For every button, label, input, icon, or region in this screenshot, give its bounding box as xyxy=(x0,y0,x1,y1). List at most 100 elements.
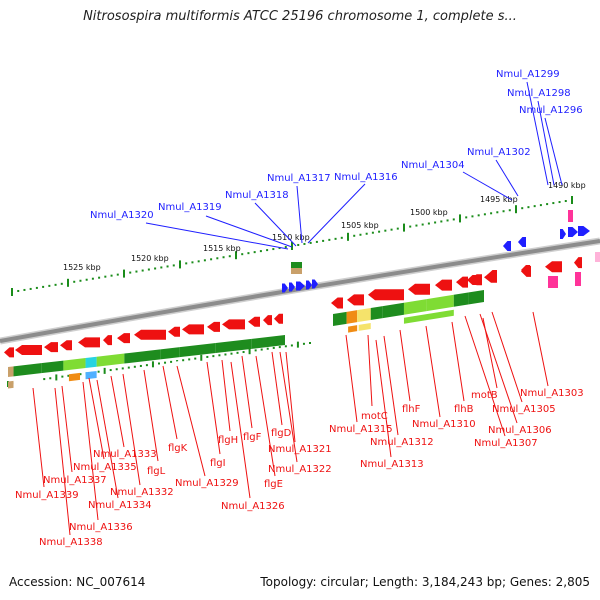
gene-label[interactable]: Nmul_A1298 xyxy=(507,88,571,99)
cog-row-segment xyxy=(85,370,97,380)
forward-gene-arrow[interactable] xyxy=(296,281,305,291)
scale-minor-tick xyxy=(378,230,381,233)
reverse-gene-arrow[interactable] xyxy=(134,329,166,340)
gene-label[interactable]: Nmul_A1316 xyxy=(334,172,398,183)
gene-label[interactable]: Nmul_A1320 xyxy=(90,210,154,221)
reverse-gene-arrow[interactable] xyxy=(263,315,272,326)
reverse-gene-arrow[interactable] xyxy=(331,297,343,309)
gene-label[interactable]: Nmul_A1335 xyxy=(73,462,137,473)
gene-label[interactable]: Nmul_A1321 xyxy=(268,444,332,455)
gene-label[interactable]: Nmul_A1302 xyxy=(467,147,531,158)
reverse-gene-arrow[interactable] xyxy=(44,342,58,353)
pink-gene-block[interactable] xyxy=(575,272,581,286)
scale-label: 1505 kbp xyxy=(341,221,379,230)
forward-gene-arrow[interactable] xyxy=(503,241,511,251)
cog-row-segment xyxy=(41,360,64,374)
reverse-gene-arrow[interactable] xyxy=(168,326,180,337)
gene-label[interactable]: Nmul_A1315 xyxy=(329,424,393,435)
cog-row-segment xyxy=(160,347,180,360)
gene-label[interactable]: Nmul_A1334 xyxy=(88,500,152,511)
reverse-gene-arrow[interactable] xyxy=(368,289,404,301)
reverse-gene-arrow[interactable] xyxy=(78,337,100,348)
reverse-gene-arrow[interactable] xyxy=(117,333,130,344)
gene-label[interactable]: Nmul_A1322 xyxy=(268,464,332,475)
reverse-gene-arrow[interactable] xyxy=(60,340,72,351)
forward-gene-arrow[interactable] xyxy=(578,226,590,236)
scale-minor-tick xyxy=(109,369,112,372)
scale-minor-tick xyxy=(409,225,412,228)
pink-gene-block[interactable] xyxy=(568,210,573,222)
reverse-gene-arrow[interactable] xyxy=(487,270,497,280)
forward-gene-arrow[interactable] xyxy=(568,227,578,237)
gene-label[interactable]: motC xyxy=(361,411,388,422)
gene-label[interactable]: Nmul_A1336 xyxy=(69,522,133,533)
gene-label[interactable]: Nmul_A1338 xyxy=(39,537,103,548)
forward-gene-arrow[interactable] xyxy=(289,282,295,292)
scale-minor-tick xyxy=(176,360,179,363)
reverse-gene-arrow[interactable] xyxy=(574,257,582,269)
forward-gene-arrow[interactable] xyxy=(312,279,318,289)
gene-label[interactable]: Nmul_A1332 xyxy=(110,487,174,498)
reverse-gene-arrow[interactable] xyxy=(207,321,220,332)
reverse-gene-arrow[interactable] xyxy=(435,279,452,291)
gene-label[interactable]: Nmul_A1299 xyxy=(496,69,560,80)
cog-row-segment xyxy=(68,372,81,382)
scale-minor-tick xyxy=(42,285,45,288)
reverse-gene-arrow[interactable] xyxy=(521,265,530,275)
forward-gene-arrow[interactable] xyxy=(282,283,288,293)
gene-label[interactable]: Nmul_A1317 xyxy=(267,173,331,184)
gene-label[interactable]: Nmul_A1333 xyxy=(93,449,157,460)
gene-label[interactable]: Nmul_A1326 xyxy=(221,501,285,512)
reverse-gene-arrow[interactable] xyxy=(408,283,430,295)
gene-label[interactable]: Nmul_A1339 xyxy=(15,490,79,501)
leader-line xyxy=(32,387,45,488)
reverse-gene-arrow[interactable] xyxy=(545,261,562,273)
cog-row-segment xyxy=(426,294,454,312)
reverse-gene-arrow[interactable] xyxy=(4,347,14,358)
scale-minor-tick xyxy=(527,206,530,209)
gene-label[interactable]: Nmul_A1304 xyxy=(401,160,465,171)
gene-label[interactable]: Nmul_A1310 xyxy=(412,419,476,430)
reverse-gene-arrow[interactable] xyxy=(103,335,112,346)
gene-label[interactable]: flgI xyxy=(210,458,226,469)
gene-label[interactable]: Nmul_A1306 xyxy=(488,425,552,436)
gene-label[interactable]: flgD xyxy=(271,428,292,439)
gene-label[interactable]: Nmul_A1307 xyxy=(474,438,538,449)
pink-gene-block[interactable] xyxy=(595,252,600,262)
leader-line xyxy=(271,351,283,426)
gene-label[interactable]: flgL xyxy=(147,466,166,477)
gene-label[interactable]: flgE xyxy=(264,479,283,490)
reverse-gene-arrow[interactable] xyxy=(347,294,364,306)
gene-label[interactable]: Nmul_A1329 xyxy=(175,478,239,489)
pink-gene-block[interactable] xyxy=(548,276,558,288)
gene-label[interactable]: Nmul_A1305 xyxy=(492,404,556,415)
gene-label[interactable]: flhB xyxy=(454,404,474,415)
scale-minor-tick xyxy=(98,276,101,279)
reverse-gene-arrow[interactable] xyxy=(15,344,42,355)
gene-label[interactable]: Nmul_A1312 xyxy=(370,437,434,448)
gene-label[interactable]: flhF xyxy=(402,404,421,415)
gene-label[interactable]: Nmul_A1296 xyxy=(519,105,583,116)
reverse-gene-arrow[interactable] xyxy=(456,276,468,288)
forward-gene-arrow[interactable] xyxy=(560,229,566,239)
gene-label[interactable]: Nmul_A1319 xyxy=(158,202,222,213)
gene-label[interactable]: Nmul_A1318 xyxy=(225,190,289,201)
reverse-gene-arrow[interactable] xyxy=(182,324,204,335)
reverse-gene-arrow[interactable] xyxy=(467,275,477,285)
forward-gene-arrow[interactable] xyxy=(518,237,526,247)
scale-minor-tick xyxy=(79,373,82,376)
reverse-gene-arrow[interactable] xyxy=(274,313,283,324)
gene-label[interactable]: Nmul_A1337 xyxy=(43,475,107,486)
reverse-gene-arrow[interactable] xyxy=(248,316,260,327)
gene-label[interactable]: Nmul_A1313 xyxy=(360,459,424,470)
gene-label[interactable]: flgK xyxy=(168,443,188,454)
scale-minor-tick xyxy=(309,342,311,344)
scale-minor-tick xyxy=(49,377,52,380)
gene-label[interactable]: Nmul_A1303 xyxy=(520,388,584,399)
forward-gene-arrow[interactable] xyxy=(306,280,312,290)
leader-line xyxy=(479,313,518,424)
gene-label[interactable]: flgF xyxy=(243,432,262,443)
reverse-gene-arrow[interactable] xyxy=(222,319,245,330)
gene-label[interactable]: flgH xyxy=(218,435,238,446)
gene-label[interactable]: motB xyxy=(471,390,498,401)
